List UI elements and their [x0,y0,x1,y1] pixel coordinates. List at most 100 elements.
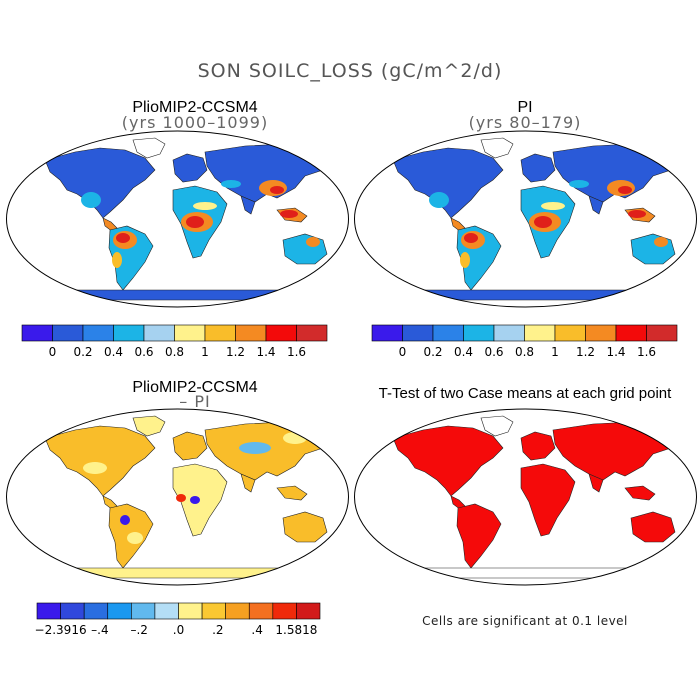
field-patch [116,233,130,243]
colorbar-swatch [463,324,495,342]
colorbar-tick-label: 1.6 [287,345,306,359]
continent-europe [520,153,556,183]
field-patch [618,186,632,194]
colorbar-swatch [107,602,132,620]
colorbar-swatch [60,602,85,620]
colorbar-difference: −2.3916 –.4 –.2 .0 .2 .4 1.5818 [35,602,321,637]
colorbar-tick-label: 0.4 [104,345,123,359]
colorbar-swatch [646,324,678,342]
map-border [6,130,349,308]
field-patch [280,210,298,218]
colorbar-swatch [225,602,250,620]
field-patch [120,515,130,525]
colorbar-tick-label: 1 [551,345,559,359]
colorbar-tick-label: −2.3916 [35,623,87,637]
continent-seasia [276,485,308,501]
colorbar-swatch [272,602,297,620]
field-patch [127,532,143,544]
colorbar-tick-label: 0.8 [165,345,184,359]
panel3-title: PlioMIP2-CCSM4 [132,379,258,396]
continent-africa [520,463,576,537]
colorbar-swatch [178,602,203,620]
map-ttest [354,408,697,586]
colorbar-tick-label: –.4 [91,623,108,637]
field-patch [306,237,320,247]
colorbar-swatch [432,324,464,342]
field-patch [186,216,204,228]
continent-namerica [392,147,504,219]
colorbar-tick-label: 0.6 [134,345,153,359]
colorbar-tick-label: 1 [201,345,209,359]
panel3-subtitle: – PI [179,392,211,411]
continent-antarctica [412,289,644,301]
continent-antarctica [412,567,644,579]
colorbar-swatch [296,602,321,620]
colorbar-tick-label: 0.6 [484,345,503,359]
figure-title: SON SOILC_LOSS (gC/m^2/d) [197,60,503,82]
panel1-title: PlioMIP2-CCSM4 [132,99,258,116]
continent-samerica [456,503,502,569]
colorbar-swatch [296,324,328,342]
field-patch [190,496,200,504]
continent-antarctica [64,567,296,579]
panel2-subtitle: (yrs 80–179) [468,113,582,132]
colorbar-swatch [493,324,525,342]
map-difference [6,408,349,586]
colorbar-tick-label: .4 [251,623,262,637]
colorbar-swatch [83,602,109,620]
colorbar-tick-label: –.2 [130,623,147,637]
colorbar-swatch [52,324,84,342]
field-patch [83,462,107,474]
continent-antarctica [64,289,296,301]
colorbar-tick-label: 1.5818 [275,623,317,637]
field-patch [112,252,122,268]
colorbar-swatch [21,324,53,342]
field-patch [464,233,478,243]
colorbar-swatch [402,324,434,342]
field-patch [193,202,217,210]
colorbar-swatch [113,324,145,342]
colorbar-swatch [174,324,206,342]
continent-europe [520,431,556,461]
field-patch [541,202,565,210]
colorbar-abs-right: 0 0.2 0.4 0.6 0.8 1 1.2 1.4 1.6 [371,324,678,359]
field-patch [429,192,449,208]
continent-namerica [392,425,504,497]
continent-australia [282,511,328,543]
colorbar-swatch [524,324,556,342]
colorbar-tick-label: 1.4 [606,345,625,359]
colorbar-swatch [554,324,586,342]
colorbar-tick-label: 0.2 [73,345,92,359]
colorbar-swatch [143,324,175,342]
colorbar-swatch [204,324,236,342]
colorbar-swatch [36,602,61,620]
map-plio [6,130,349,308]
colorbar-swatch [615,324,647,342]
map-border [354,408,697,586]
field-patch [239,442,271,454]
significance-note: Cells are significant at 0.1 level [422,614,628,628]
continent-australia [630,511,676,543]
field-patch [81,192,101,208]
colorbar-tick-label: 0 [49,345,57,359]
colorbar-tick-label: 1.4 [256,345,275,359]
colorbar-swatch [585,324,617,342]
continent-namerica [44,147,156,219]
continent-india [588,473,604,493]
field-patch [654,237,668,247]
field-patch [628,210,646,218]
colorbar-tick-label: 1.6 [637,345,656,359]
continent-seasia [624,485,656,501]
continent-india [240,473,256,493]
colorbar-swatch [154,602,179,620]
colorbar-abs-left: 0 0.2 0.4 0.6 0.8 1 1.2 1.4 1.6 [21,324,328,359]
colorbar-swatch [201,602,226,620]
continent-greenland [480,415,514,437]
colorbar-swatch [248,602,274,620]
colorbar-tick-label: .0 [173,623,184,637]
colorbar-tick-label: 0.4 [454,345,473,359]
field-patch [176,494,186,502]
field-patch [534,216,552,228]
continent-greenland [132,415,166,437]
colorbar-swatch [131,602,156,620]
